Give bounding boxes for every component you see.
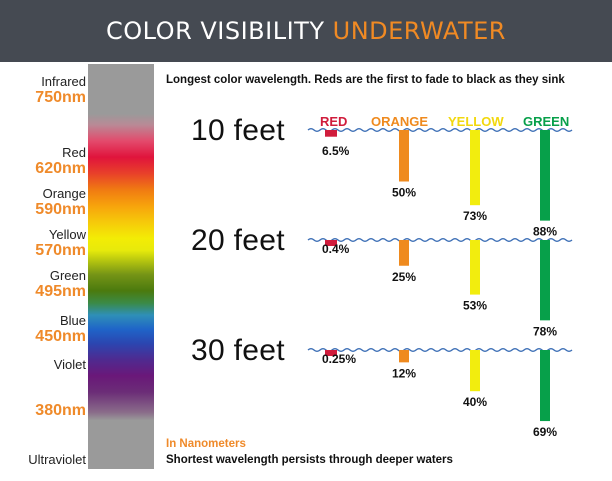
spectrum-name: Blue bbox=[59, 313, 86, 328]
bar-orange-20-feet bbox=[399, 240, 409, 266]
legend-red: RED bbox=[320, 114, 348, 129]
data-label-orange-10-feet: 50% bbox=[392, 186, 416, 200]
note-shortest-wavelength: Shortest wavelength persists through dee… bbox=[166, 454, 453, 466]
spectrum-label-blue: Blue 450nm bbox=[35, 313, 86, 346]
data-label-red-10-feet: 6.5% bbox=[322, 144, 350, 158]
legend-green: GREEN bbox=[523, 114, 570, 129]
note-longest-wavelength: Longest color wavelength. Reds are the f… bbox=[166, 74, 565, 86]
spectrum-gradient-bar bbox=[88, 64, 154, 469]
spectrum-label-orange: Orange 590nm bbox=[35, 186, 86, 219]
data-label-red-30-feet: 0.25% bbox=[322, 352, 356, 366]
note-in-nanometers: In Nanometers bbox=[166, 438, 246, 450]
spectrum-wavelength: 450nm bbox=[35, 328, 86, 345]
bar-yellow-10-feet bbox=[470, 130, 480, 206]
bar-orange-10-feet bbox=[399, 130, 409, 182]
data-label-orange-30-feet: 12% bbox=[392, 366, 416, 380]
title-accent: UNDERWATER bbox=[332, 17, 506, 45]
bar-green-20-feet bbox=[540, 240, 550, 321]
spectrum-name: Ultraviolet bbox=[28, 452, 86, 467]
bar-green-10-feet bbox=[540, 130, 550, 221]
spectrum-label-yellow: Yellow 570nm bbox=[35, 227, 86, 260]
spectrum-name: Infrared bbox=[41, 74, 86, 89]
spectrum-wavelength: 590nm bbox=[35, 201, 86, 218]
spectrum-wavelength: 495nm bbox=[35, 283, 86, 300]
bar-red-10-feet bbox=[325, 130, 337, 137]
depth-label-30-feet: 30 feet bbox=[191, 334, 285, 367]
spectrum-name: Green bbox=[49, 268, 86, 283]
water-surface-line bbox=[307, 348, 573, 352]
spectrum-wavelength: 620nm bbox=[35, 160, 86, 177]
spectrum-label-violet: Violet bbox=[54, 357, 86, 372]
spectrum-label-green: Green 495nm bbox=[35, 268, 86, 301]
title-main: COLOR VISIBILITY bbox=[106, 17, 325, 45]
data-label-yellow-20-feet: 53% bbox=[463, 299, 487, 313]
data-label-green-10-feet: 88% bbox=[533, 225, 557, 239]
bar-red-30-feet bbox=[325, 350, 337, 356]
bar-yellow-30-feet bbox=[470, 350, 480, 392]
spectrum-wavelength: 570nm bbox=[35, 242, 86, 259]
bar-red-20-feet bbox=[325, 240, 337, 246]
spectrum-label-red: Red 620nm bbox=[35, 145, 86, 178]
spectrum-wavelength: 750nm bbox=[35, 89, 86, 106]
bar-yellow-20-feet bbox=[470, 240, 480, 295]
data-label-yellow-30-feet: 40% bbox=[463, 395, 487, 409]
depth-label-10-feet: 10 feet bbox=[191, 114, 285, 147]
page-title: COLOR VISIBILITY UNDERWATER bbox=[106, 17, 506, 45]
spectrum-wavelength: 380nm bbox=[35, 402, 86, 419]
spectrum-name: Violet bbox=[53, 357, 86, 372]
spectrum-label-380: 380nm bbox=[35, 402, 86, 420]
spectrum-name: Red bbox=[62, 145, 86, 160]
bar-orange-30-feet bbox=[399, 350, 409, 363]
spectrum-label-infrared: Infrared 750nm bbox=[35, 74, 86, 107]
header-banner: COLOR VISIBILITY UNDERWATER bbox=[0, 0, 612, 62]
data-label-red-20-feet: 0.4% bbox=[322, 242, 350, 256]
data-label-green-20-feet: 78% bbox=[533, 324, 557, 338]
spectrum-name: Orange bbox=[42, 186, 86, 201]
water-surface-line bbox=[307, 238, 573, 242]
spectrum-name: Yellow bbox=[48, 227, 86, 242]
data-label-yellow-10-feet: 73% bbox=[463, 209, 487, 223]
legend-orange: ORANGE bbox=[371, 114, 429, 129]
legend-yellow: YELLOW bbox=[448, 114, 504, 129]
spectrum-label-ultraviolet: Ultraviolet bbox=[28, 452, 86, 467]
data-label-green-30-feet: 69% bbox=[533, 425, 557, 439]
data-label-orange-20-feet: 25% bbox=[392, 270, 416, 284]
water-surface-line bbox=[307, 128, 573, 132]
bar-green-30-feet bbox=[540, 350, 550, 422]
depth-label-20-feet: 20 feet bbox=[191, 224, 285, 257]
